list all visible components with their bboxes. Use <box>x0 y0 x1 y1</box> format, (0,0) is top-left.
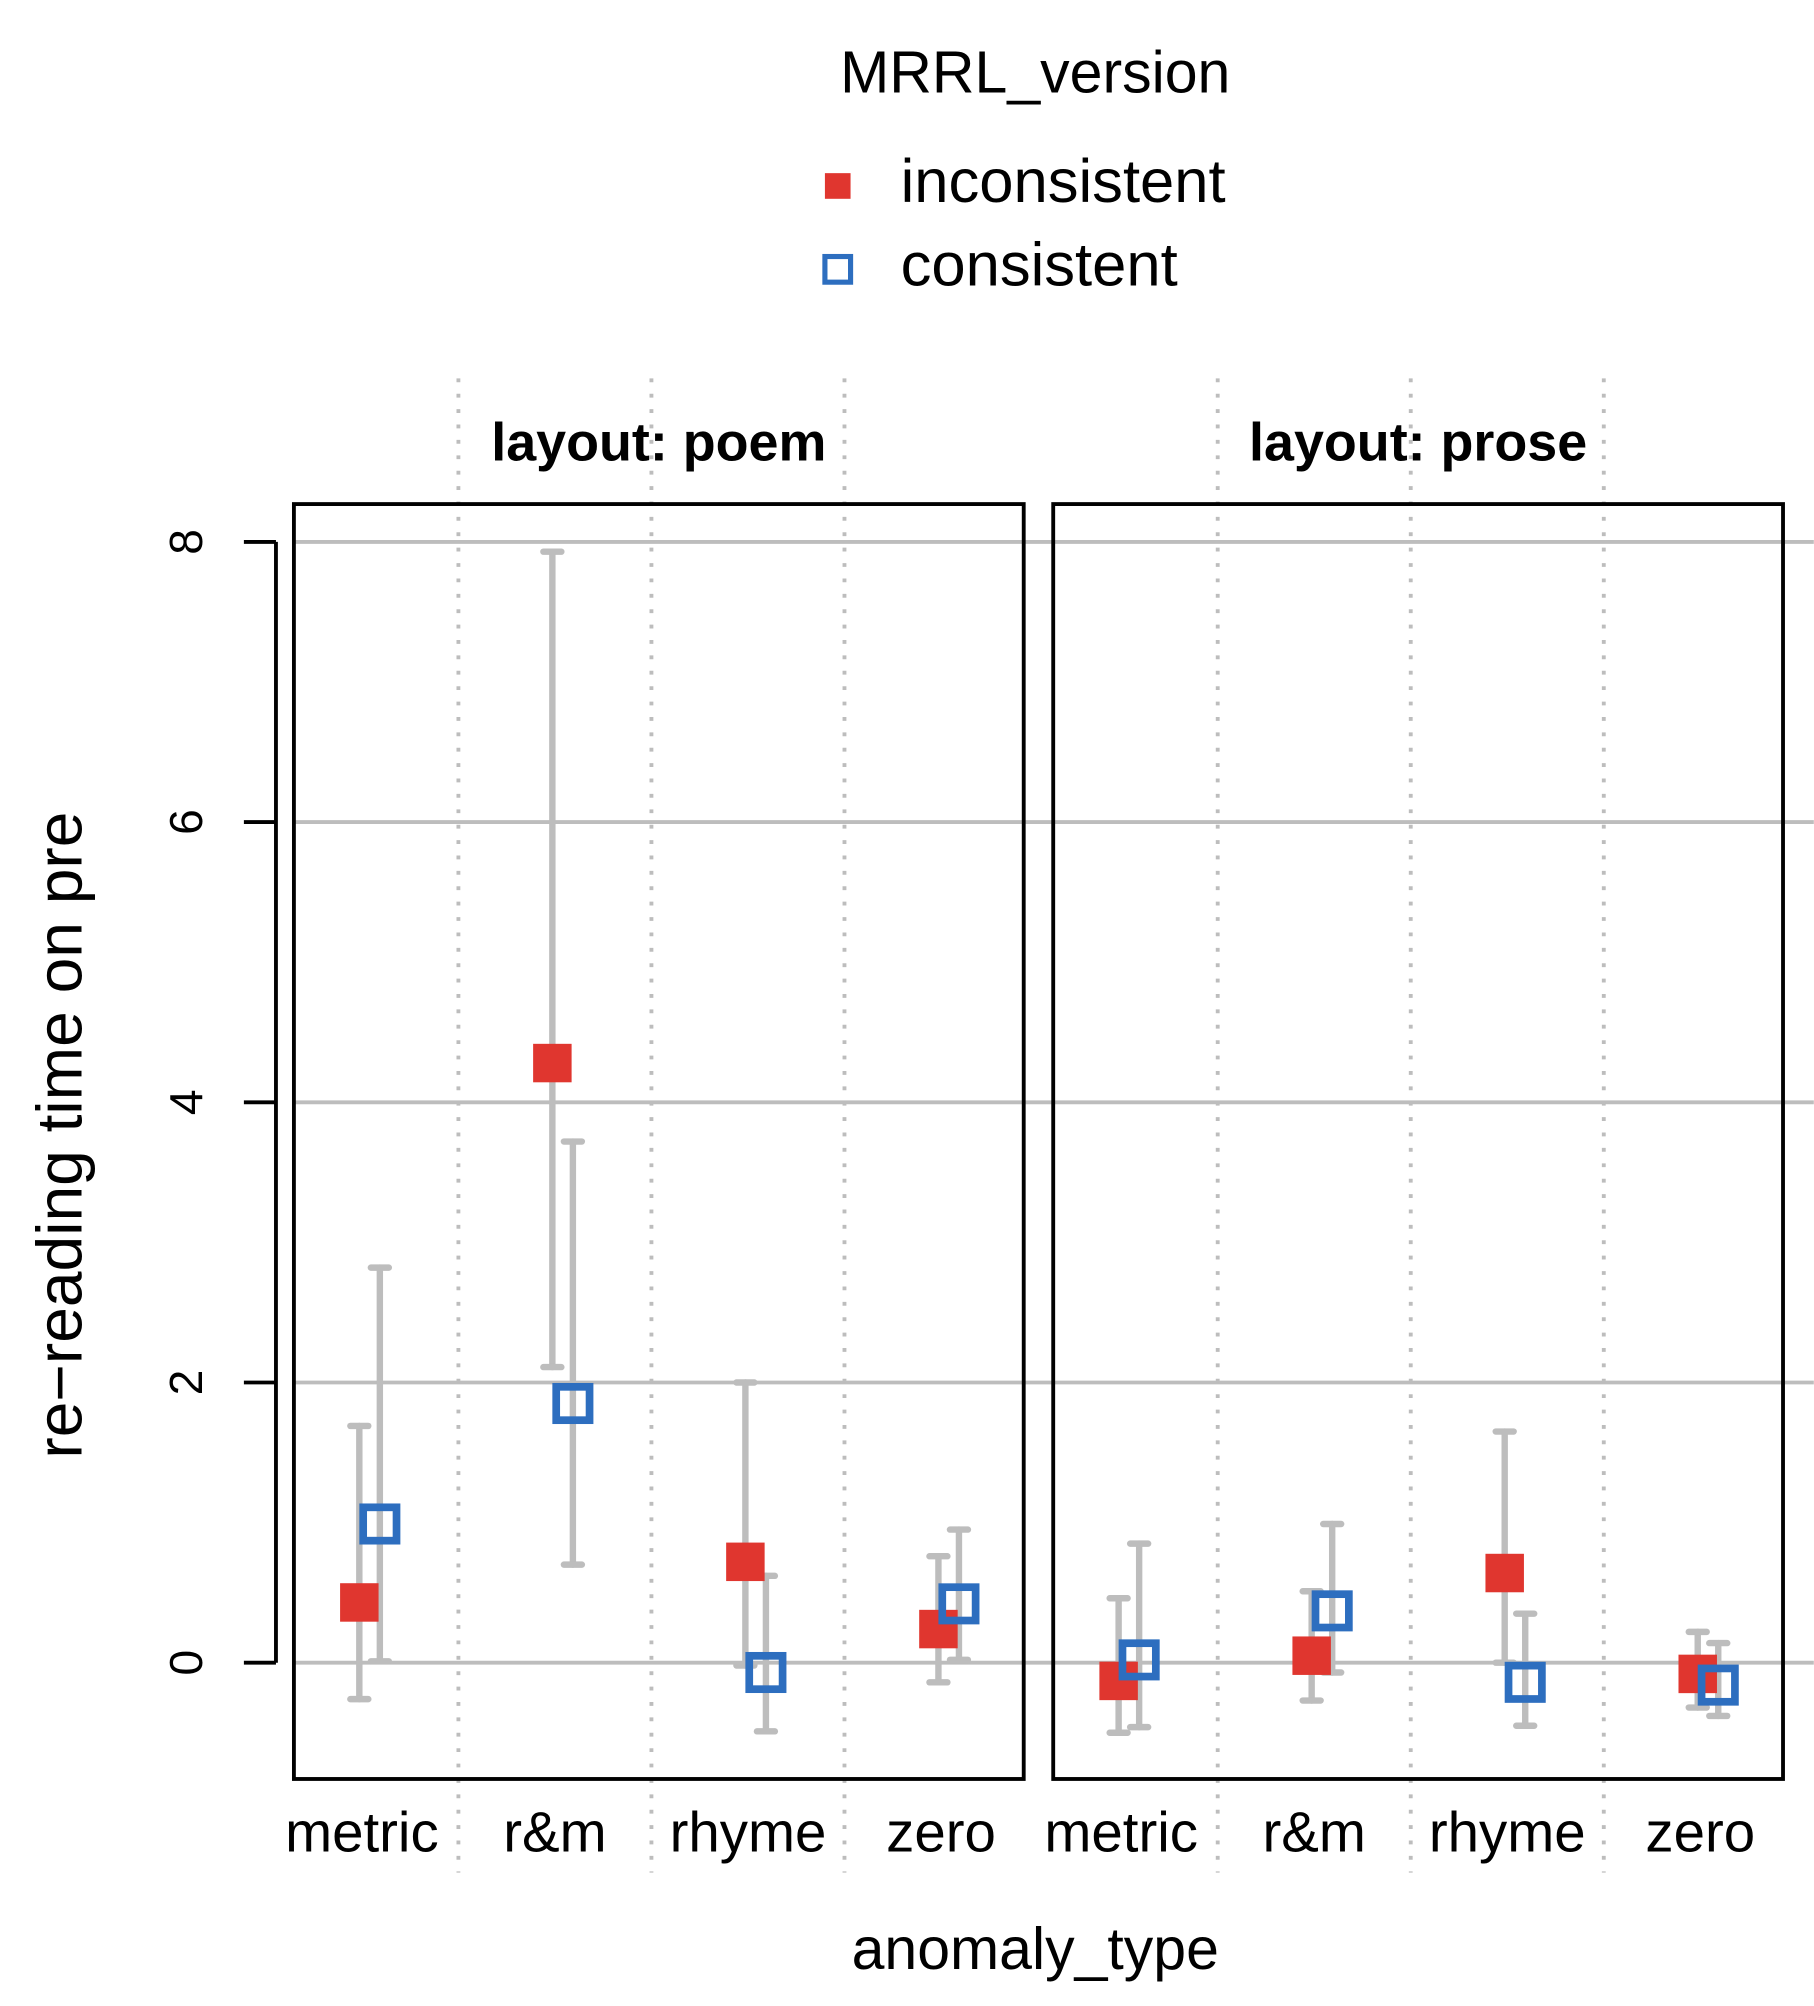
point <box>1292 1636 1331 1675</box>
point <box>340 1583 379 1622</box>
x-tick-label: metric <box>1044 1801 1198 1864</box>
legend-label: consistent <box>901 231 1178 300</box>
error-bar <box>1492 1428 1517 1666</box>
error-bar <box>1126 1540 1152 1731</box>
y-axis-label: re−reading time on pre <box>23 812 95 1459</box>
point <box>745 1651 787 1694</box>
legend-marker <box>824 173 851 199</box>
panel-frame <box>1051 502 1785 1781</box>
legend-label: inconsistent <box>901 147 1226 216</box>
error-bar <box>540 548 565 1371</box>
x-tick-label: zero <box>886 1801 996 1864</box>
x-tick-label: rhyme <box>670 1801 827 1864</box>
point <box>938 1583 980 1625</box>
error-bar <box>733 1379 758 1669</box>
point <box>1311 1590 1353 1632</box>
panel-frame <box>291 502 1026 1781</box>
point <box>1485 1553 1524 1593</box>
point <box>726 1542 765 1582</box>
x-axis-label: anomaly_type <box>852 1916 1219 1982</box>
error-bar <box>946 1526 972 1664</box>
x-tick-label: zero <box>1645 1801 1755 1864</box>
point <box>1099 1661 1138 1701</box>
x-tick-label: rhyme <box>1429 1801 1586 1864</box>
point <box>359 1503 401 1545</box>
y-tick-label: 2 <box>160 1370 212 1396</box>
point <box>552 1382 594 1425</box>
point <box>1504 1661 1546 1703</box>
x-tick-label: r&m <box>503 1801 606 1864</box>
panel-title: layout: prose <box>1249 413 1587 473</box>
x-tick-label: metric <box>285 1801 439 1864</box>
y-tick-label: 4 <box>160 1089 212 1115</box>
legend-title: MRRL_version <box>840 40 1230 106</box>
legend-marker <box>822 253 854 285</box>
error-bar <box>560 1138 586 1568</box>
y-tick-label: 6 <box>160 809 212 835</box>
error-bar <box>367 1264 393 1665</box>
error-bar <box>1513 1610 1538 1729</box>
y-tick-label: 0 <box>160 1650 212 1676</box>
point <box>1697 1664 1739 1706</box>
point <box>533 1043 572 1083</box>
error-bar <box>347 1422 372 1703</box>
y-tick-label: 8 <box>160 529 212 555</box>
x-tick-label: r&m <box>1263 1801 1366 1864</box>
panel-title: layout: poem <box>491 413 826 473</box>
point <box>1118 1639 1160 1681</box>
